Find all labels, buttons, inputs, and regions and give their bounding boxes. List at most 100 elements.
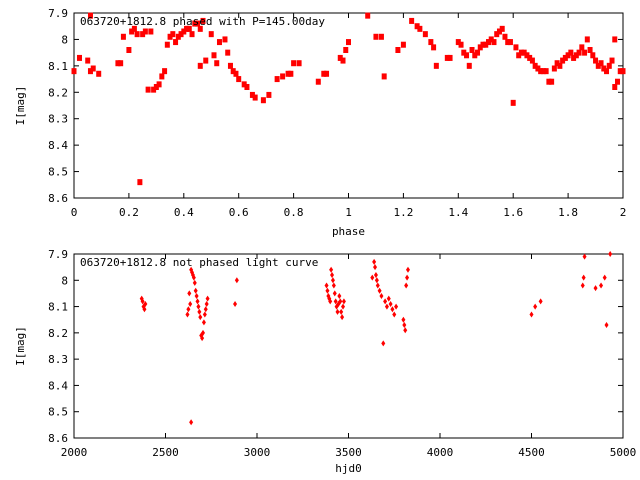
data-point	[333, 298, 338, 305]
data-point	[466, 62, 472, 69]
data-point	[195, 20, 201, 27]
data-point	[198, 314, 203, 321]
data-point	[608, 251, 613, 257]
unphased-y-tick-label: 8.2	[48, 327, 68, 340]
data-point	[129, 28, 135, 35]
data-point	[373, 33, 379, 40]
unphased-y-tick-label: 7.9	[48, 248, 68, 261]
phased-y-tick-label: 8.4	[48, 139, 68, 152]
data-point	[554, 60, 560, 67]
data-point	[458, 41, 464, 48]
data-point	[201, 319, 206, 326]
data-point	[208, 31, 214, 38]
data-point	[151, 86, 157, 93]
data-point	[601, 65, 607, 72]
data-point	[565, 52, 571, 59]
unphased-y-axis-label: I[mag]	[14, 326, 27, 366]
data-point	[142, 306, 147, 313]
data-point	[377, 287, 382, 294]
phased-y-tick-label: 8.3	[48, 113, 68, 126]
data-point	[573, 52, 579, 59]
data-point	[225, 49, 231, 56]
data-point	[444, 54, 450, 61]
data-point	[335, 308, 340, 315]
data-point	[181, 28, 187, 35]
data-point	[529, 311, 534, 318]
data-point	[230, 68, 236, 75]
data-point	[560, 57, 566, 64]
unphased-x-tick-label: 3500	[335, 446, 362, 459]
data-point	[96, 70, 102, 77]
data-point	[285, 70, 291, 77]
data-point	[186, 306, 191, 313]
data-point	[241, 81, 247, 88]
data-point	[403, 327, 408, 334]
data-point	[516, 52, 522, 59]
phased-x-tick-label: 0.6	[229, 206, 249, 219]
data-point	[538, 298, 543, 305]
data-point	[159, 73, 165, 80]
data-point	[328, 298, 333, 305]
data-point	[447, 54, 453, 61]
unphased-y-tick-label: 8	[61, 274, 68, 287]
data-point	[546, 78, 552, 85]
phased-y-axis-label: I[mag]	[14, 86, 27, 126]
data-point	[602, 274, 607, 281]
data-point	[404, 282, 409, 289]
data-point	[131, 25, 137, 32]
data-point	[85, 57, 91, 64]
data-point	[191, 274, 196, 281]
data-point	[71, 68, 77, 75]
data-point	[513, 44, 519, 51]
data-point	[491, 39, 497, 46]
data-point	[538, 68, 544, 75]
data-point	[562, 54, 568, 61]
data-point	[244, 84, 250, 90]
data-point	[557, 62, 563, 69]
data-point	[87, 12, 93, 19]
data-point	[332, 290, 337, 297]
phased-x-tick-label: 0.4	[174, 206, 194, 219]
data-point	[204, 300, 209, 307]
data-point	[590, 52, 596, 59]
data-point	[617, 68, 623, 75]
data-point	[365, 12, 371, 19]
data-point	[475, 49, 481, 56]
phased-x-axis-label: phase	[332, 225, 365, 238]
data-point	[370, 274, 375, 281]
data-point	[612, 36, 618, 43]
data-point	[510, 99, 516, 106]
data-point	[384, 303, 389, 310]
data-point	[582, 49, 588, 56]
data-point	[321, 70, 327, 77]
data-point	[405, 266, 410, 273]
data-point	[249, 91, 255, 98]
data-point	[433, 62, 439, 69]
data-point	[315, 78, 321, 85]
data-point	[291, 60, 297, 67]
data-point	[186, 25, 192, 32]
data-point	[188, 300, 193, 307]
data-point	[571, 54, 577, 61]
data-point	[533, 303, 538, 310]
data-point	[374, 277, 379, 284]
data-point	[383, 298, 388, 305]
data-point	[140, 298, 145, 305]
phased-data-points	[71, 12, 626, 186]
data-point	[388, 300, 393, 307]
phased-x-tick-label: 0	[71, 206, 78, 219]
phased-y-tick-label: 8.6	[48, 192, 68, 205]
data-point	[194, 293, 199, 300]
data-point	[197, 308, 202, 315]
data-point	[227, 62, 233, 69]
data-point	[118, 60, 124, 67]
phased-x-tick-label: 1.2	[393, 206, 413, 219]
unphased-x-tick-label: 4500	[518, 446, 545, 459]
data-point	[386, 295, 391, 302]
data-point	[143, 300, 148, 307]
data-point	[195, 298, 200, 305]
data-point	[184, 25, 190, 32]
data-point	[346, 39, 351, 46]
phased-x-tick-label: 2	[620, 206, 627, 219]
data-point	[185, 311, 190, 318]
